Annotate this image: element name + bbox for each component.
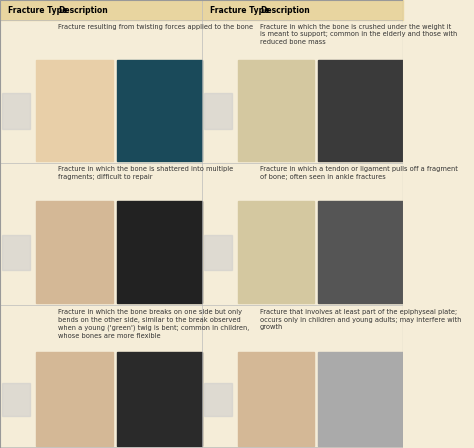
Bar (319, 353, 403, 446)
Text: Fracture Type: Fracture Type (8, 5, 67, 15)
Bar (117, 201, 201, 303)
Bar (203, 94, 232, 129)
Bar (203, 383, 232, 416)
Text: Fracture in which a tendon or ligament pulls off a fragment
of bone; often seen : Fracture in which a tendon or ligament p… (260, 166, 458, 180)
Bar (238, 353, 314, 446)
Bar (36, 60, 113, 160)
Text: Description: Description (260, 5, 310, 15)
Bar (319, 60, 403, 160)
Bar (238, 60, 314, 160)
Bar (2, 94, 30, 129)
Bar (319, 201, 403, 303)
Text: Fracture in which the bone is shattered into multiple
fragments; difficult to re: Fracture in which the bone is shattered … (58, 166, 234, 180)
Text: Fracture that involves at least part of the epiphyseal plate;
occurs only in chi: Fracture that involves at least part of … (260, 309, 461, 331)
Bar (2, 235, 30, 271)
Text: Fracture in which the bone breaks on one side but only
bends on the other side, : Fracture in which the bone breaks on one… (58, 309, 250, 339)
Bar (238, 201, 314, 303)
Bar (117, 353, 201, 446)
Bar (2, 383, 30, 416)
Text: Description: Description (58, 5, 108, 15)
Bar (117, 60, 201, 160)
Bar (203, 235, 232, 271)
Text: Fracture in which the bone is crushed under the weight it
is meant to support; c: Fracture in which the bone is crushed un… (260, 24, 457, 45)
Text: Fracture resulting from twisting forces applied to the bone: Fracture resulting from twisting forces … (58, 24, 254, 30)
Bar (36, 201, 113, 303)
Text: Fracture Type: Fracture Type (210, 5, 269, 15)
Bar (0, 0, 403, 20)
Bar (36, 353, 113, 446)
